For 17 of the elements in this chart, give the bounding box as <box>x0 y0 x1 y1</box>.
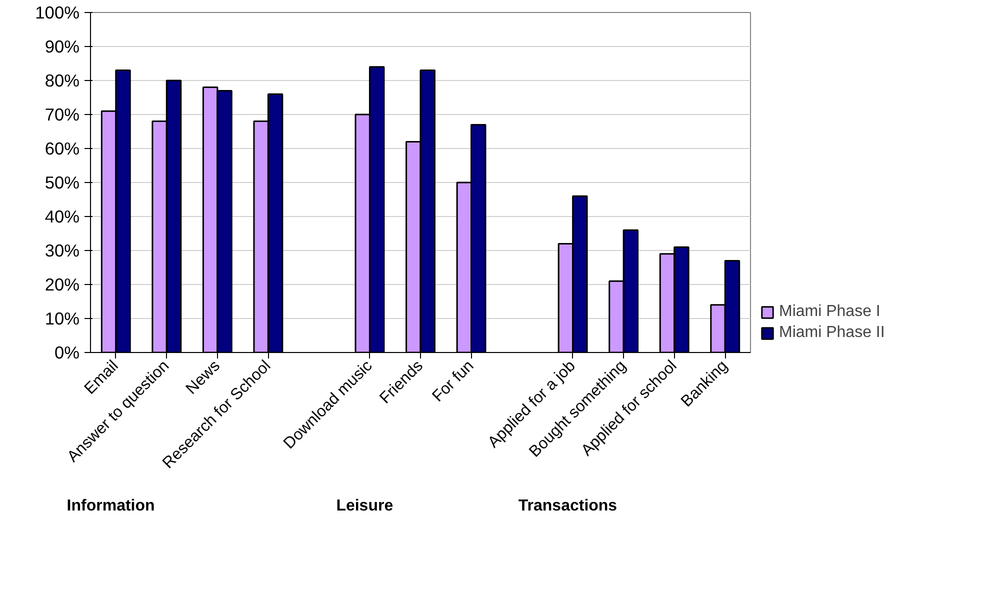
text: Transactions <box>518 498 618 514</box>
y-tick-label: 100% <box>35 2 80 22</box>
text: Leisure <box>336 498 394 514</box>
legend-label: Miami Phase I <box>779 303 880 321</box>
y-tick-label: 70% <box>44 104 80 124</box>
y-tick-label: 80% <box>44 70 80 90</box>
y-tick-label: 0% <box>54 342 80 362</box>
y-tick-label: 30% <box>44 240 80 260</box>
y-tick-label: 50% <box>44 172 80 192</box>
y-tick-label: 10% <box>44 308 80 328</box>
y-tick-label: 40% <box>44 206 80 226</box>
x-tick-label: For fun <box>429 357 478 406</box>
y-tick-label: 20% <box>44 274 80 294</box>
y-tick-label: 60% <box>44 138 80 158</box>
y-tick-label: 90% <box>44 36 80 56</box>
text: Information <box>66 498 155 514</box>
legend-label: Miami Phase II <box>779 324 885 342</box>
